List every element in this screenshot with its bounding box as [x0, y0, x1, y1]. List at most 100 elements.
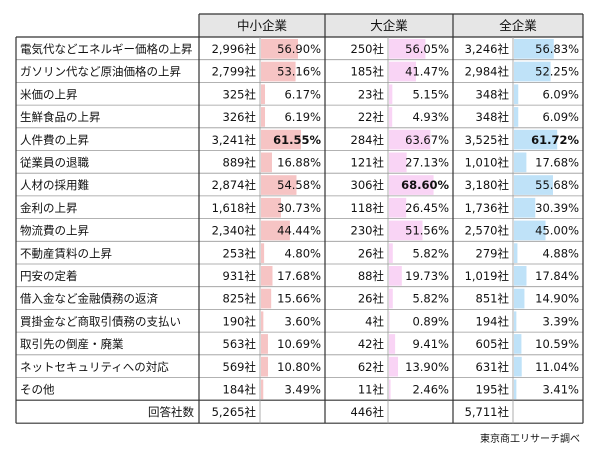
percent-bar: [261, 266, 273, 286]
count-value: 306社: [351, 178, 385, 192]
source-note: 東京商工リサーチ調べ: [480, 432, 580, 445]
percent-bar: [389, 379, 391, 400]
percent-bar: [389, 334, 396, 354]
count-value: 1,019社: [465, 269, 510, 283]
count-value: 22社: [358, 110, 385, 124]
percent-bar: [389, 356, 399, 377]
count-value: 2,570社: [465, 224, 510, 238]
count-value: 185社: [351, 65, 385, 79]
row-label: 円安の定着: [20, 269, 78, 283]
percent-bar: [389, 197, 407, 218]
percent-value: 30.73%: [277, 201, 321, 215]
row-label: その他: [20, 383, 55, 397]
percent-bar: [514, 379, 517, 400]
percent-bar: [514, 84, 519, 105]
percent-bar: [514, 197, 536, 218]
count-value: 184社: [223, 383, 257, 397]
percent-value: 2.46%: [412, 383, 449, 397]
percent-bar: [514, 61, 551, 82]
percent-bar: [261, 220, 290, 241]
percent-bar: [261, 129, 302, 150]
percent-value: 61.55%: [273, 133, 321, 147]
percent-bar: [389, 220, 423, 241]
count-value: 42社: [358, 337, 385, 351]
percent-bar: [514, 334, 522, 354]
percent-bar: [261, 175, 297, 195]
count-value: 2,340社: [212, 224, 257, 238]
percent-bar: [389, 129, 431, 150]
percent-bar: [389, 266, 402, 286]
count-value: 3,525社: [465, 133, 510, 147]
count-value: 931社: [223, 269, 257, 283]
count-value: 2,984社: [465, 65, 510, 79]
count-value: 88社: [358, 269, 385, 283]
group-header: 中小企業: [237, 18, 288, 33]
percent-value: 41.47%: [405, 65, 449, 79]
percent-value: 53.16%: [277, 65, 321, 79]
percent-value: 10.69%: [277, 337, 321, 351]
row-label: 人件費の上昇: [20, 133, 89, 147]
count-value: 23社: [358, 87, 385, 101]
row-label: ネットセキュリティへの対応: [20, 360, 169, 374]
count-value: 605社: [476, 337, 510, 351]
percent-value: 51.56%: [405, 224, 449, 238]
row-label: 買掛金など商取引債務の支払い: [20, 314, 181, 328]
percent-bar: [261, 84, 266, 105]
percent-value: 44.44%: [277, 224, 321, 238]
percent-value: 55.68%: [535, 178, 579, 192]
count-value: 121社: [351, 156, 385, 170]
percent-bar: [389, 288, 393, 309]
count-value: 118社: [351, 201, 385, 215]
count-value: 889社: [223, 156, 257, 170]
percent-value: 45.00%: [535, 224, 579, 238]
row-label: 電気代などエネルギー価格の上昇: [20, 42, 193, 56]
percent-value: 6.09%: [542, 110, 579, 124]
percent-value: 17.68%: [277, 269, 321, 283]
percent-value: 68.60%: [401, 178, 449, 192]
percent-bar: [389, 311, 390, 332]
count-value: 2,874社: [212, 178, 257, 192]
percent-value: 5.82%: [412, 246, 449, 260]
percent-value: 10.80%: [277, 360, 321, 374]
percent-value: 56.83%: [535, 42, 579, 56]
percent-value: 56.05%: [405, 42, 449, 56]
count-value: 563社: [223, 337, 257, 351]
percent-value: 9.41%: [412, 337, 449, 351]
percent-bar: [261, 39, 298, 59]
group-header: 全企業: [499, 18, 537, 33]
percent-bar: [261, 243, 265, 263]
percent-value: 61.72%: [531, 133, 579, 147]
total-count: 446社: [351, 405, 385, 419]
percent-bar: [514, 129, 558, 150]
percent-value: 4.80%: [284, 246, 321, 260]
percent-value: 5.15%: [412, 87, 449, 101]
percent-value: 13.90%: [405, 360, 449, 374]
total-label: 回答社数: [148, 405, 194, 419]
row-label: 金利の上昇: [20, 201, 78, 215]
percent-bar: [261, 288, 272, 309]
count-value: 279社: [476, 246, 510, 260]
percent-value: 19.73%: [405, 269, 449, 283]
count-value: 3,241社: [212, 133, 257, 147]
percent-value: 16.88%: [277, 156, 321, 170]
count-value: 190社: [223, 314, 257, 328]
percent-value: 52.25%: [535, 65, 579, 79]
percent-bar: [514, 220, 546, 241]
count-value: 62社: [358, 360, 385, 374]
row-label: 米価の上昇: [20, 87, 78, 101]
percent-bar: [514, 152, 527, 173]
row-label: 借入金など金融債務の返済: [20, 292, 158, 306]
count-value: 851社: [476, 292, 510, 306]
percent-value: 6.17%: [284, 87, 321, 101]
total-count: 5,711社: [465, 405, 510, 419]
row-label: 従業員の退職: [20, 156, 89, 170]
percent-bar: [261, 197, 281, 218]
percent-bar: [261, 334, 268, 354]
percent-value: 3.49%: [284, 383, 321, 397]
count-value: 2,799社: [212, 65, 257, 79]
percent-bar: [261, 311, 264, 332]
percent-bar: [389, 152, 407, 173]
count-value: 194社: [476, 314, 510, 328]
count-value: 284社: [351, 133, 385, 147]
